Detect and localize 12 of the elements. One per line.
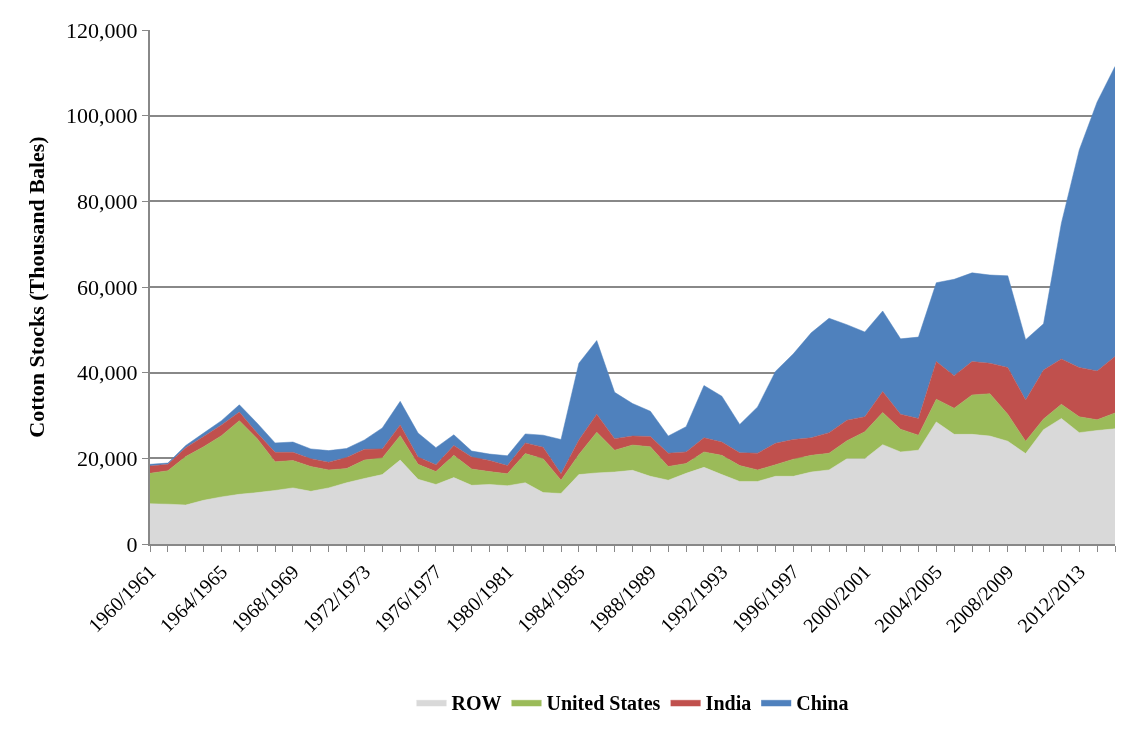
legend-label: ROW (451, 692, 502, 715)
y-tick-label: 100,000 (66, 103, 138, 129)
legend-label: China (796, 692, 849, 715)
y-tick-label: 80,000 (77, 189, 138, 215)
y-axis-title: Cotton Stocks (Thousand Bales) (24, 136, 50, 438)
y-tick-label: 20,000 (77, 446, 138, 472)
y-tick-label: 0 (126, 531, 138, 557)
legend-label: United States (546, 692, 661, 715)
y-tick-label: 60,000 (77, 274, 138, 300)
y-tick-label: 40,000 (77, 360, 138, 386)
legend-label: India (705, 692, 752, 715)
y-tick-label: 120,000 (66, 17, 138, 43)
